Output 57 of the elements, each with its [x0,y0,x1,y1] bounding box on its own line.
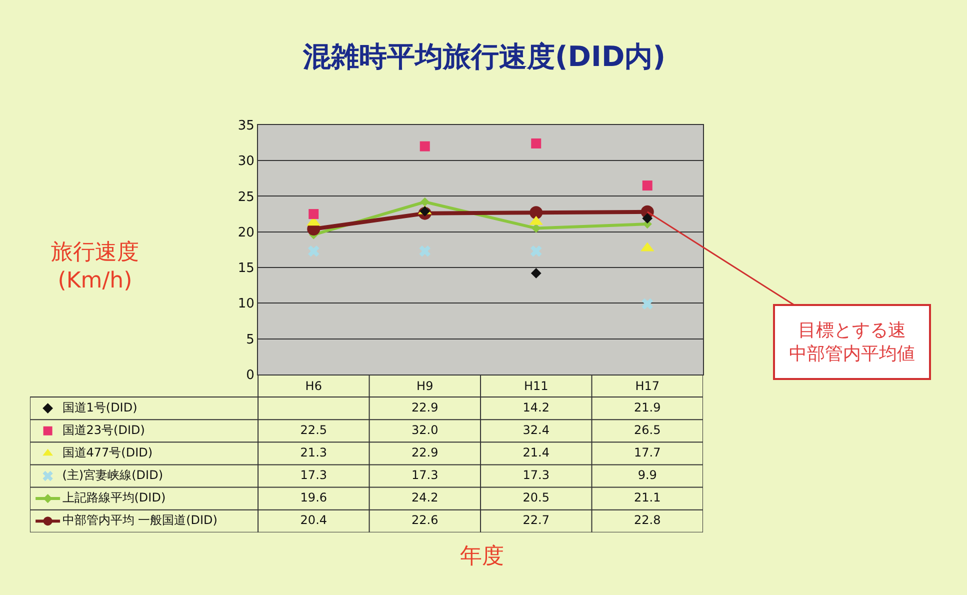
chart-title: 混雑時平均旅行速度(DID内) [302,40,666,73]
y-axis-title: 旅行速度 (Km/h) [51,240,139,294]
data-label: 17.3 [300,468,328,482]
point [308,245,320,257]
point [308,209,319,220]
data-label: 26.5 [634,422,661,437]
x-tick-label: H9 [416,378,434,393]
point [642,213,653,224]
point [419,245,431,257]
y-tick-label: 25 [238,190,254,205]
point [530,206,543,220]
data-label: 21.9 [634,400,661,414]
data-label: 21.3 [300,445,328,460]
data-label: 14.2 [522,400,550,414]
y-tick-label: 15 [238,261,254,276]
data-label: 20.5 [522,490,550,505]
point [531,138,542,148]
data-label: 17.3 [412,468,438,482]
data-label: 21.4 [522,445,550,460]
y-tick-label: 20 [238,225,254,240]
annotation: 目標とする速中部管内平均値 [789,320,915,364]
legend-label: 国道23号(DID) [62,422,145,437]
text: 年度 [460,544,504,569]
data-label: 22.5 [300,422,328,437]
y-tick-label: 35 [238,118,254,134]
legend-label: (主)宮妻峡線(DID) [62,468,164,482]
x-tick-label: H11 [524,378,548,393]
legend-label: 国道1号(DID) [62,400,138,414]
data-label: 22.9 [412,445,438,460]
legend-label: 上記路線平均(DID) [62,490,166,505]
data-label: 24.2 [412,490,438,505]
x-tick-label: H17 [635,378,660,393]
y-tick-label: 5 [246,332,254,348]
data-label: 22.9 [412,400,438,414]
data-label: 9.9 [638,468,657,482]
data-label: 20.4 [300,513,328,528]
x-tick-label: H6 [305,378,322,393]
legend-label: 国道477号(DID) [62,445,153,460]
point [642,298,654,310]
data-label: 22.8 [634,513,661,528]
legend-label: 中部管内平均 一般国道(DID) [62,513,218,528]
point [530,268,542,278]
y-tick-label: 0 [246,368,254,384]
point [530,245,542,257]
data-label: 22.6 [412,513,438,528]
data-label: 19.6 [300,490,328,505]
data-label: 32.4 [522,422,550,437]
point [420,197,430,206]
y-tick-label: 10 [238,296,254,312]
point [420,141,430,152]
data-label: 22.7 [522,513,550,528]
data-label: 21.1 [634,490,661,505]
data-label: 17.7 [634,445,661,460]
point [642,180,652,191]
data-label: 32.0 [412,422,438,437]
y-tick-label: 30 [238,154,254,170]
data-label: 17.3 [522,468,550,482]
